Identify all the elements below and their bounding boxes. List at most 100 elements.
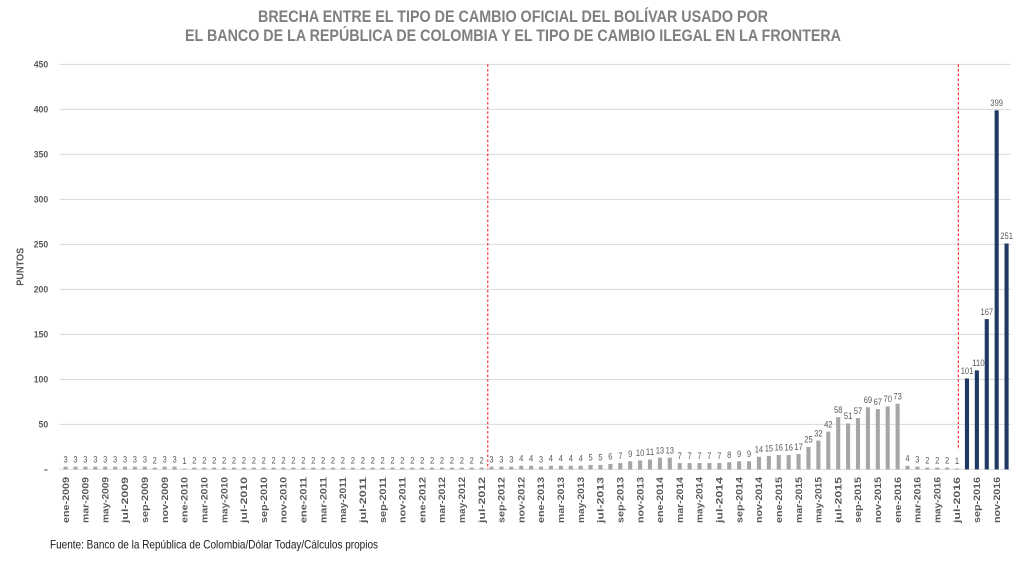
svg-text:3: 3 — [93, 454, 97, 464]
svg-text:2: 2 — [420, 455, 424, 465]
svg-text:4: 4 — [549, 454, 553, 464]
svg-text:4: 4 — [559, 454, 563, 464]
svg-text:2: 2 — [281, 455, 285, 465]
svg-text:sep-2016: sep-2016 — [972, 477, 983, 523]
svg-text:6: 6 — [608, 452, 612, 462]
svg-text:4: 4 — [519, 454, 523, 464]
svg-text:7: 7 — [717, 451, 721, 461]
svg-text:32: 32 — [814, 428, 822, 438]
svg-text:nov-2010: nov-2010 — [279, 477, 290, 523]
svg-text:4: 4 — [905, 454, 909, 464]
svg-text:57: 57 — [854, 406, 862, 416]
svg-text:7: 7 — [688, 451, 692, 461]
svg-text:2: 2 — [232, 455, 236, 465]
svg-text:jul-2011: jul-2011 — [358, 476, 369, 524]
svg-text:2: 2 — [212, 455, 216, 465]
svg-text:7: 7 — [678, 451, 682, 461]
svg-text:73: 73 — [893, 391, 901, 401]
svg-text:2: 2 — [400, 455, 404, 465]
svg-text:1: 1 — [955, 456, 959, 466]
svg-text:mar-2009: mar-2009 — [81, 477, 92, 523]
svg-text:16: 16 — [775, 443, 783, 453]
svg-text:ene-2010: ene-2010 — [180, 477, 191, 523]
svg-text:nov-2012: nov-2012 — [516, 477, 527, 523]
svg-text:mar-2010: mar-2010 — [200, 477, 211, 523]
svg-text:50: 50 — [39, 420, 49, 431]
svg-text:may-2013: may-2013 — [576, 477, 587, 523]
svg-text:sep-2013: sep-2013 — [616, 477, 627, 523]
svg-text:ene-2009: ene-2009 — [61, 477, 72, 523]
svg-text:Fuente: Banco de la República: Fuente: Banco de la República de Colombi… — [50, 538, 378, 552]
svg-text:3: 3 — [73, 454, 77, 464]
svg-text:2: 2 — [361, 455, 365, 465]
svg-text:8: 8 — [727, 450, 731, 460]
svg-text:58: 58 — [834, 405, 842, 415]
svg-text:sep-2011: sep-2011 — [378, 476, 389, 523]
svg-text:nov-2011: nov-2011 — [398, 476, 409, 523]
svg-text:3: 3 — [539, 454, 543, 464]
svg-text:400: 400 — [34, 105, 49, 116]
svg-text:3: 3 — [915, 454, 919, 464]
svg-text:ene-2012: ene-2012 — [417, 477, 428, 523]
svg-text:jul-2012: jul-2012 — [477, 477, 488, 524]
svg-text:1: 1 — [182, 456, 186, 466]
svg-text:11: 11 — [646, 447, 654, 457]
svg-text:jul-2013: jul-2013 — [596, 477, 607, 524]
svg-text:2: 2 — [331, 455, 335, 465]
svg-text:nov-2013: nov-2013 — [635, 477, 646, 523]
svg-text:2: 2 — [410, 455, 414, 465]
svg-text:sep-2009: sep-2009 — [140, 477, 151, 523]
svg-text:2: 2 — [945, 455, 949, 465]
svg-text:2: 2 — [440, 455, 444, 465]
svg-text:3: 3 — [83, 454, 87, 464]
svg-text:may-2015: may-2015 — [814, 476, 825, 523]
svg-text:2: 2 — [252, 455, 256, 465]
svg-text:70: 70 — [884, 394, 892, 404]
svg-text:mar-2016: mar-2016 — [913, 477, 924, 523]
svg-text:350: 350 — [34, 150, 49, 161]
svg-text:nov-2009: nov-2009 — [160, 477, 171, 523]
svg-text:mar-2011: mar-2011 — [318, 476, 329, 523]
svg-text:jul-2016: jul-2016 — [952, 477, 963, 524]
svg-text:jul-2014: jul-2014 — [715, 476, 726, 524]
svg-text:2: 2 — [301, 455, 305, 465]
svg-text:9: 9 — [737, 449, 741, 459]
svg-text:jul-2010: jul-2010 — [239, 477, 250, 524]
svg-text:2: 2 — [242, 455, 246, 465]
svg-text:may-2011: may-2011 — [338, 476, 349, 523]
svg-text:3: 3 — [499, 454, 503, 464]
svg-text:4: 4 — [579, 454, 583, 464]
svg-text:150: 150 — [34, 330, 49, 341]
svg-text:mar-2012: mar-2012 — [437, 477, 448, 523]
svg-text:7: 7 — [618, 451, 622, 461]
svg-text:2: 2 — [222, 455, 226, 465]
svg-text:3: 3 — [489, 454, 493, 464]
svg-text:167: 167 — [981, 307, 994, 317]
svg-text:450: 450 — [34, 60, 49, 71]
svg-text:-: - — [44, 465, 49, 476]
svg-text:2: 2 — [321, 455, 325, 465]
svg-text:5: 5 — [598, 453, 602, 463]
svg-text:2: 2 — [371, 455, 375, 465]
svg-text:may-2012: may-2012 — [457, 477, 468, 523]
svg-text:3: 3 — [143, 454, 147, 464]
svg-text:may-2014: may-2014 — [695, 476, 706, 523]
svg-text:2: 2 — [925, 455, 929, 465]
svg-text:2: 2 — [470, 455, 474, 465]
svg-text:ene-2016: ene-2016 — [893, 477, 904, 523]
svg-text:42: 42 — [824, 419, 832, 429]
svg-text:25: 25 — [804, 435, 812, 445]
svg-text:2: 2 — [381, 455, 385, 465]
svg-text:nov-2014: nov-2014 — [754, 476, 765, 523]
svg-text:2: 2 — [341, 455, 345, 465]
svg-text:may-2010: may-2010 — [219, 477, 230, 523]
svg-text:2: 2 — [262, 455, 266, 465]
svg-text:sep-2010: sep-2010 — [259, 477, 270, 523]
svg-text:7: 7 — [697, 451, 701, 461]
svg-text:ene-2013: ene-2013 — [536, 477, 547, 523]
svg-text:mar-2014: mar-2014 — [675, 476, 686, 523]
svg-text:51: 51 — [844, 411, 852, 421]
svg-text:100: 100 — [34, 375, 49, 386]
svg-text:251: 251 — [1000, 231, 1013, 241]
svg-text:14: 14 — [755, 445, 763, 455]
